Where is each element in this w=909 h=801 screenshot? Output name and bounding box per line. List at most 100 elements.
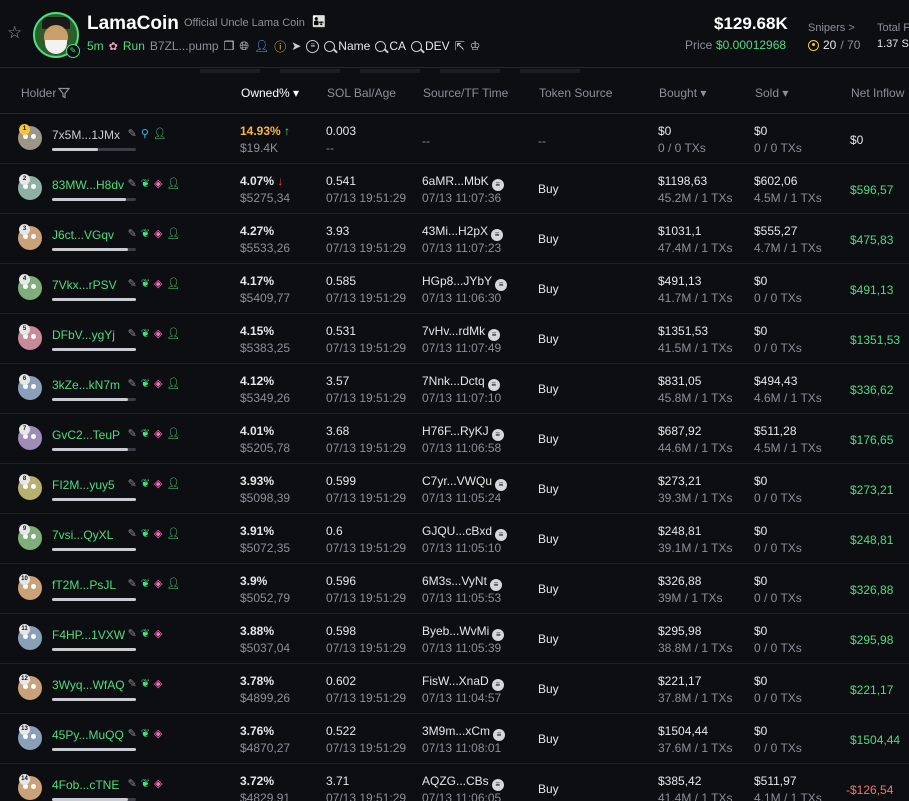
holder-address[interactable]: J6ct...VGqv [52, 228, 115, 242]
search-ca-link[interactable]: CA [375, 39, 406, 53]
leaf-icon: ❦ [140, 278, 151, 290]
share-icon[interactable]: ⇱ [454, 39, 465, 53]
edit-icon[interactable]: ✎ [127, 578, 137, 590]
table-row[interactable]: 6 3kZe...kN7m ✎ ❦ ◈ 👤︎ 4.12% $5349,26 3.57 … [0, 364, 909, 414]
table-row[interactable]: 13 45Py...MuQQ ✎ ❦ ◈ 3.76% $4870,27 0.522 … [0, 714, 909, 764]
holder-address[interactable]: GvC2...TeuP [52, 428, 121, 442]
col-token-source[interactable]: Token Source [539, 86, 613, 100]
edit-badge-icon[interactable]: ✎ [66, 44, 80, 58]
funding-source[interactable]: 7vHv...rdMk ≡ [422, 324, 501, 341]
filter-icon[interactable] [58, 87, 71, 99]
holder-address[interactable]: 4Fob...cTNE [52, 778, 120, 792]
edit-icon[interactable]: ✎ [127, 378, 137, 390]
table-row[interactable]: 12 3Wyq...WfAQ ✎ ❦ ◈ 3.78% $4899,26 0.602 … [0, 664, 909, 714]
funding-source[interactable]: HGp8...JYbY ≡ [422, 274, 508, 291]
sol-balance: 0.6 [326, 524, 343, 538]
holder-address[interactable]: FI2M...yuy5 [52, 478, 115, 492]
sold-usd: $0 [754, 474, 768, 488]
table-row[interactable]: 14 4Fob...cTNE ✎ ❦ ◈ 3.72% $4829,91 3.71 0… [0, 764, 909, 801]
holder-address[interactable]: 83MW...H8dv [52, 178, 125, 192]
holder-address[interactable]: DFbV...ygYj [52, 328, 115, 342]
edit-icon[interactable]: ✎ [127, 728, 137, 740]
edit-icon[interactable]: ✎ [127, 178, 137, 190]
col-owned[interactable]: Owned% ▾ [241, 86, 300, 100]
holder-address[interactable]: 45Py...MuQQ [52, 728, 124, 742]
snipers-link[interactable]: Snipers > [808, 22, 855, 34]
holder-address[interactable]: 7x5M...1JMx [52, 128, 121, 142]
table-row[interactable]: 4 7Vkx...rPSV ✎ ❦ ◈ 👤︎ 4.17% $5409,77 0.585… [0, 264, 909, 314]
globe-icon[interactable]: 🌐︎ [239, 38, 249, 53]
net-inflow: $0 [850, 133, 864, 147]
funding-source[interactable]: FisW...XnaD ≡ [422, 674, 504, 691]
sold-usd: $511,97 [754, 774, 797, 788]
funding-source[interactable]: 3M9m...xCm ≡ [422, 724, 506, 741]
crown-icon[interactable]: ♔ [469, 39, 481, 53]
table-row[interactable]: 9 7vsi...QyXL ✎ ❦ ◈ 👤︎ 3.91% $5072,35 0.6 0… [0, 514, 909, 564]
edit-icon[interactable]: ✎ [127, 428, 137, 440]
search-name-link[interactable]: Name [324, 39, 370, 53]
holder-address[interactable]: fT2M...PsJL [52, 578, 117, 592]
edit-icon[interactable]: ✎ [127, 528, 137, 540]
col-sold[interactable]: Sold ▾ [755, 86, 789, 100]
user-icon: 👤︎ [166, 428, 181, 440]
avatar[interactable] [18, 476, 42, 500]
avatar[interactable] [18, 426, 42, 450]
edit-icon[interactable]: ✎ [127, 778, 137, 790]
holder-address[interactable]: 7vsi...QyXL [52, 528, 114, 542]
table-row[interactable]: 5 DFbV...ygYj ✎ ❦ ◈ 👤︎ 4.15% $5383,25 0.531… [0, 314, 909, 364]
edit-icon[interactable]: ✎ [127, 328, 137, 340]
contract-address[interactable]: B7ZL...pump [149, 39, 219, 53]
owned-usd: $5205,78 [240, 441, 291, 455]
funding-source[interactable]: 7Nnk...Dctq ≡ [422, 374, 500, 391]
search-dev-link[interactable]: DEV [410, 39, 450, 53]
table-row[interactable]: 1 7x5M...1JMx ✎ ⚲ 👤︎ 14.93% ↑ $19.4K 0.003… [0, 114, 909, 164]
table-row[interactable]: 8 FI2M...yuy5 ✎ ❦ ◈ 👤︎ 3.93% $5098,39 0.599… [0, 464, 909, 514]
funding-source[interactable]: 6M3s...VyNt ≡ [422, 574, 502, 591]
holder-address[interactable]: F4HP...1VXW [52, 628, 126, 642]
edit-icon[interactable]: ✎ [127, 128, 137, 140]
edit-icon[interactable]: ✎ [127, 228, 137, 240]
edit-icon[interactable]: ✎ [127, 478, 137, 490]
avatar[interactable] [18, 176, 42, 200]
funding-source[interactable]: 43Mi...H2pX ≡ [422, 224, 504, 241]
table-row[interactable]: 11 F4HP...1VXW ✎ ❦ ◈ 3.88% $5037,04 0.598 … [0, 614, 909, 664]
funding-source[interactable]: 6aMR...MbK ≡ [422, 174, 504, 191]
stack-icon: ◈ [154, 178, 163, 190]
funding-source[interactable]: Byeb...WvMi ≡ [422, 624, 505, 641]
table-row[interactable]: 3 J6ct...VGqv ✎ ❦ ◈ 👤︎ 4.27% $5533,26 3.93 … [0, 214, 909, 264]
bought-usd: $273,21 [658, 474, 702, 488]
funding-time: 07/13 11:07:49 [422, 341, 502, 355]
edit-icon[interactable]: ✎ [127, 628, 137, 640]
table-row[interactable]: 7 GvC2...TeuP ✎ ❦ ◈ 👤︎ 4.01% $5205,78 3.68 … [0, 414, 909, 464]
funding-source[interactable]: C7yr...VWQu ≡ [422, 474, 508, 491]
col-sol-bal[interactable]: SOL Bal/Age [327, 86, 396, 100]
col-holder[interactable]: Holder [21, 86, 71, 100]
funding-source[interactable]: H76F...RyKJ ≡ [422, 424, 504, 441]
telegram-icon[interactable]: ➤ [291, 39, 302, 53]
user-icon[interactable]: 👤︎ [253, 39, 270, 53]
owned-usd: $19.4K [240, 141, 279, 155]
rank-badge: 8 [19, 474, 30, 485]
table-row[interactable]: 2 83MW...H8dv ✎ ❦ ◈ 👤︎ 4.07% ↓ $5275,34 0.5… [0, 164, 909, 214]
owned-usd: $4899,26 [240, 691, 291, 705]
holder-tags: ✎ ❦ ◈ [128, 777, 163, 790]
copy-icon[interactable]: ❐ [223, 39, 235, 53]
rank-badge: 14 [19, 774, 30, 785]
leaf-icon: ❦ [140, 678, 151, 690]
holder-address[interactable]: 7Vkx...rPSV [52, 278, 117, 292]
star-icon[interactable]: ☆ [7, 23, 23, 42]
solana-icon[interactable]: ≡ [306, 39, 320, 53]
edit-icon[interactable]: ✎ [127, 678, 137, 690]
solana-icon: ≡ [492, 629, 505, 641]
col-source[interactable]: Source/TF Time [423, 86, 509, 100]
col-net-inflow[interactable]: Net Inflow [851, 86, 905, 100]
col-bought[interactable]: Bought ▾ [659, 86, 707, 100]
funding-source[interactable]: AQZG...CBs ≡ [422, 774, 504, 791]
edit-icon[interactable]: ✎ [127, 278, 137, 290]
funding-source[interactable]: GJQU...cBxd ≡ [422, 524, 508, 541]
table-row[interactable]: 10 fT2M...PsJL ✎ ❦ ◈ 👤︎ 3.9% $5052,79 0.596… [0, 564, 909, 614]
owned-pct: 14.93% ↑ [240, 124, 291, 138]
alert-icon[interactable]: ⓘ [274, 39, 287, 54]
holder-address[interactable]: 3kZe...kN7m [52, 378, 121, 392]
holder-address[interactable]: 3Wyq...WfAQ [52, 678, 125, 692]
